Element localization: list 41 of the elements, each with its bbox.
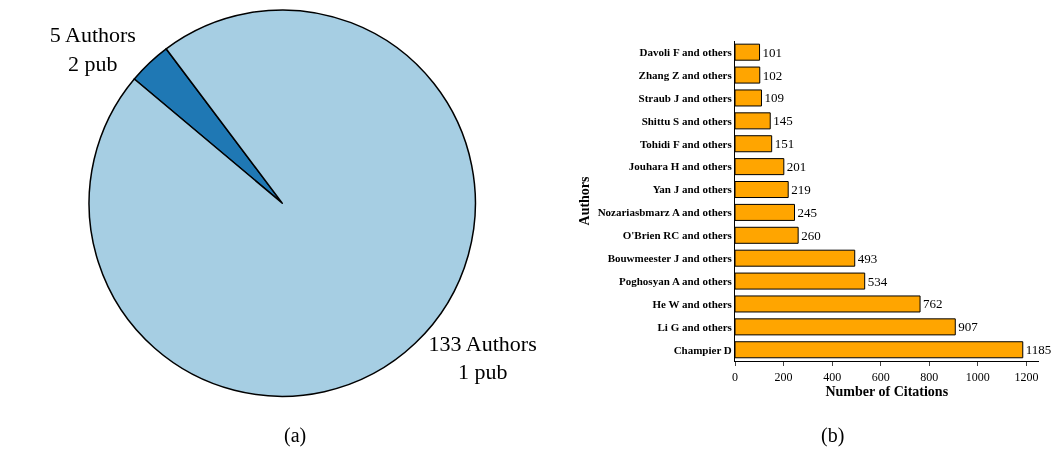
y-tick-label: Bouwmeester J and others: [607, 252, 733, 265]
x-tick-label: 800: [920, 369, 939, 384]
y-tick-label: Davoli F and others: [639, 46, 733, 59]
data-label: 219: [791, 182, 811, 198]
data-label: 1185: [1025, 342, 1052, 358]
y-tick-label: Tohidi F and others: [640, 137, 733, 150]
data-label: 493: [857, 250, 878, 266]
x-tick-label: 1000: [965, 369, 990, 384]
y-tick-label: Poghosyan A and others: [619, 274, 733, 287]
x-tick-label: 200: [774, 369, 793, 384]
y-tick-label: Zhang Z and others: [638, 68, 733, 81]
y-tick-label: Yan J and others: [652, 183, 733, 196]
y-tick-label: He W and others: [652, 297, 733, 310]
x-tick-label: 600: [871, 369, 890, 384]
x-tick-label: 400: [823, 369, 842, 384]
text: (b): [821, 424, 845, 447]
data-label: 109: [764, 90, 784, 106]
data-label: 907: [958, 319, 979, 335]
y-tick-label: Shittu S and others: [641, 114, 733, 127]
data-label: 101: [762, 44, 783, 60]
x-tick-label: 1200: [1014, 369, 1039, 384]
x-tick-label: 0: [732, 369, 739, 384]
x-axis-title: Number of Citations: [825, 383, 949, 399]
y-tick-label: Li G and others: [657, 320, 733, 333]
data-label: 534: [867, 273, 888, 289]
y-tick-label: O'Brien RC and others: [622, 229, 733, 242]
y-tick-label: Nozariasbmarz A and others: [597, 206, 733, 219]
data-label: 145: [773, 113, 793, 129]
slice-label: 133 Authors 1 pub: [428, 330, 537, 385]
y-tick-label: Champier D: [673, 343, 732, 356]
y-tick-label: Straub J and others: [638, 91, 733, 104]
data-label: 762: [923, 296, 943, 312]
slice-label: 5 Authors 2 pub: [49, 22, 136, 76]
text: (a): [284, 424, 307, 447]
data-label: 260: [801, 227, 821, 243]
y-tick-label: Jouhara H and others: [628, 160, 733, 173]
data-label: 245: [797, 204, 818, 220]
data-label: 151: [774, 136, 795, 152]
y-axis-title: Authors: [577, 175, 593, 226]
data-label: 201: [786, 159, 807, 175]
data-label: 102: [762, 67, 783, 83]
